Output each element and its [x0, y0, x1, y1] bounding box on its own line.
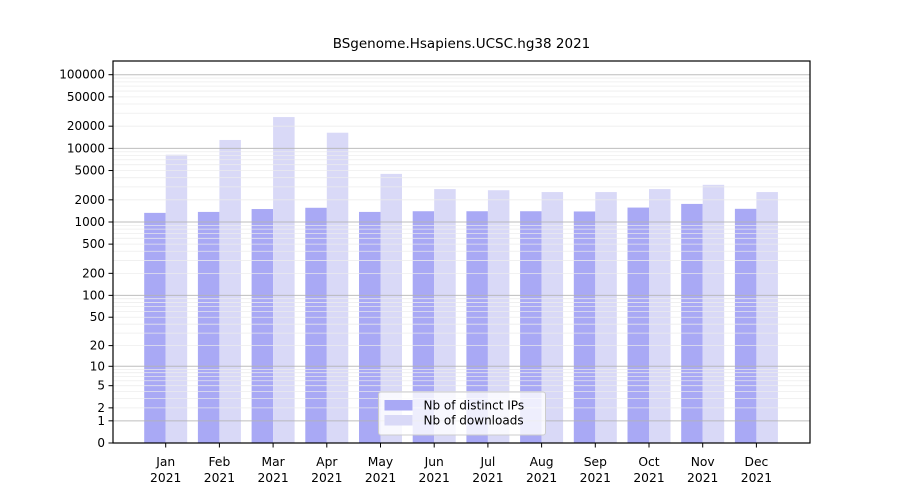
chart-title: BSgenome.Hsapiens.UCSC.hg38 2021: [332, 36, 591, 52]
x-tick-label-year: 2021: [257, 471, 288, 485]
x-tick-label-year: 2021: [687, 471, 718, 485]
x-tick-label-year: 2021: [204, 471, 235, 485]
bar-downloads-mar: [273, 117, 295, 444]
x-tick-label-year: 2021: [365, 471, 396, 485]
legend-box: [378, 391, 546, 436]
x-tick-label-month: May: [368, 455, 393, 469]
x-tick-label-month: Jul: [479, 455, 495, 469]
legend-label-downloads: Nb of downloads: [424, 414, 524, 428]
y-tick-label: 500: [82, 237, 105, 251]
legend-swatch-distinct-ips: [384, 400, 413, 411]
x-tick-label-year: 2021: [472, 471, 503, 485]
bar-downloads-may: [380, 173, 402, 443]
y-tick-label: 5000: [74, 164, 105, 178]
bar-distinct-ips-aug: [520, 211, 542, 443]
y-tick-label: 5: [97, 379, 105, 393]
x-tick-label-month: Oct: [638, 455, 659, 469]
y-tick-label: 100: [82, 288, 105, 302]
x-tick-label-year: 2021: [419, 471, 450, 485]
y-tick-label: 0: [97, 436, 105, 450]
y-tick-label: 20: [90, 339, 105, 353]
bar-downloads-apr: [326, 132, 349, 443]
bar-downloads-jun: [434, 189, 456, 443]
bar-distinct-ips-jul: [466, 211, 488, 443]
y-tick-label: 100000: [59, 68, 105, 82]
y-tick-label: 20000: [67, 119, 105, 133]
x-tick-label-month: Feb: [209, 455, 231, 469]
bar-distinct-ips-feb: [197, 211, 220, 443]
bar-distinct-ips-jun: [412, 211, 435, 443]
bar-distinct-ips-apr: [305, 207, 327, 443]
x-tick-label-month: Nov: [691, 455, 715, 469]
x-tick-label-year: 2021: [311, 471, 342, 485]
bar-distinct-ips-may: [359, 211, 381, 443]
y-tick-label: 200: [82, 266, 105, 280]
x-tick-label-month: Jun: [424, 455, 444, 469]
bar-distinct-ips-jan: [144, 212, 166, 443]
x-tick-label-month: Dec: [745, 455, 769, 469]
x-tick-label-year: 2021: [741, 471, 772, 485]
x-tick-label-month: Sep: [584, 455, 607, 469]
x-tick-label-month: Aug: [530, 455, 554, 469]
bar-distinct-ips-dec: [734, 208, 757, 443]
x-tick-label-year: 2021: [526, 471, 557, 485]
y-tick-label: 2000: [74, 193, 105, 207]
x-tick-label-year: 2021: [580, 471, 611, 485]
y-tick-label: 1000: [74, 215, 105, 229]
y-tick-label: 10: [90, 359, 105, 373]
legend-swatch-downloads: [384, 415, 413, 426]
x-tick-label-month: Jan: [155, 455, 175, 469]
bar-downloads-oct: [649, 189, 671, 443]
bar-distinct-ips-mar: [251, 209, 274, 443]
x-tick-label-month: Apr: [316, 455, 338, 469]
bar-distinct-ips-oct: [627, 207, 649, 443]
y-tick-label: 2: [97, 401, 105, 415]
x-tick-label-month: Mar: [261, 455, 285, 469]
bar-downloads-nov: [702, 184, 725, 443]
x-tick-label-year: 2021: [150, 471, 181, 485]
legend-label-distinct-ips: Nb of distinct IPs: [424, 399, 525, 413]
plot-frame: [112, 60, 811, 444]
y-tick-label: 10000: [67, 141, 105, 155]
bar-distinct-ips-sep: [573, 211, 596, 443]
bar-distinct-ips-nov: [681, 203, 703, 443]
bar-downloads-jul: [487, 190, 510, 443]
y-tick-label: 1: [97, 414, 105, 428]
x-tick-label-year: 2021: [633, 471, 664, 485]
y-tick-label: 50: [90, 310, 105, 324]
y-tick-label: 50000: [67, 90, 105, 104]
bar-downloads-feb: [219, 139, 241, 443]
